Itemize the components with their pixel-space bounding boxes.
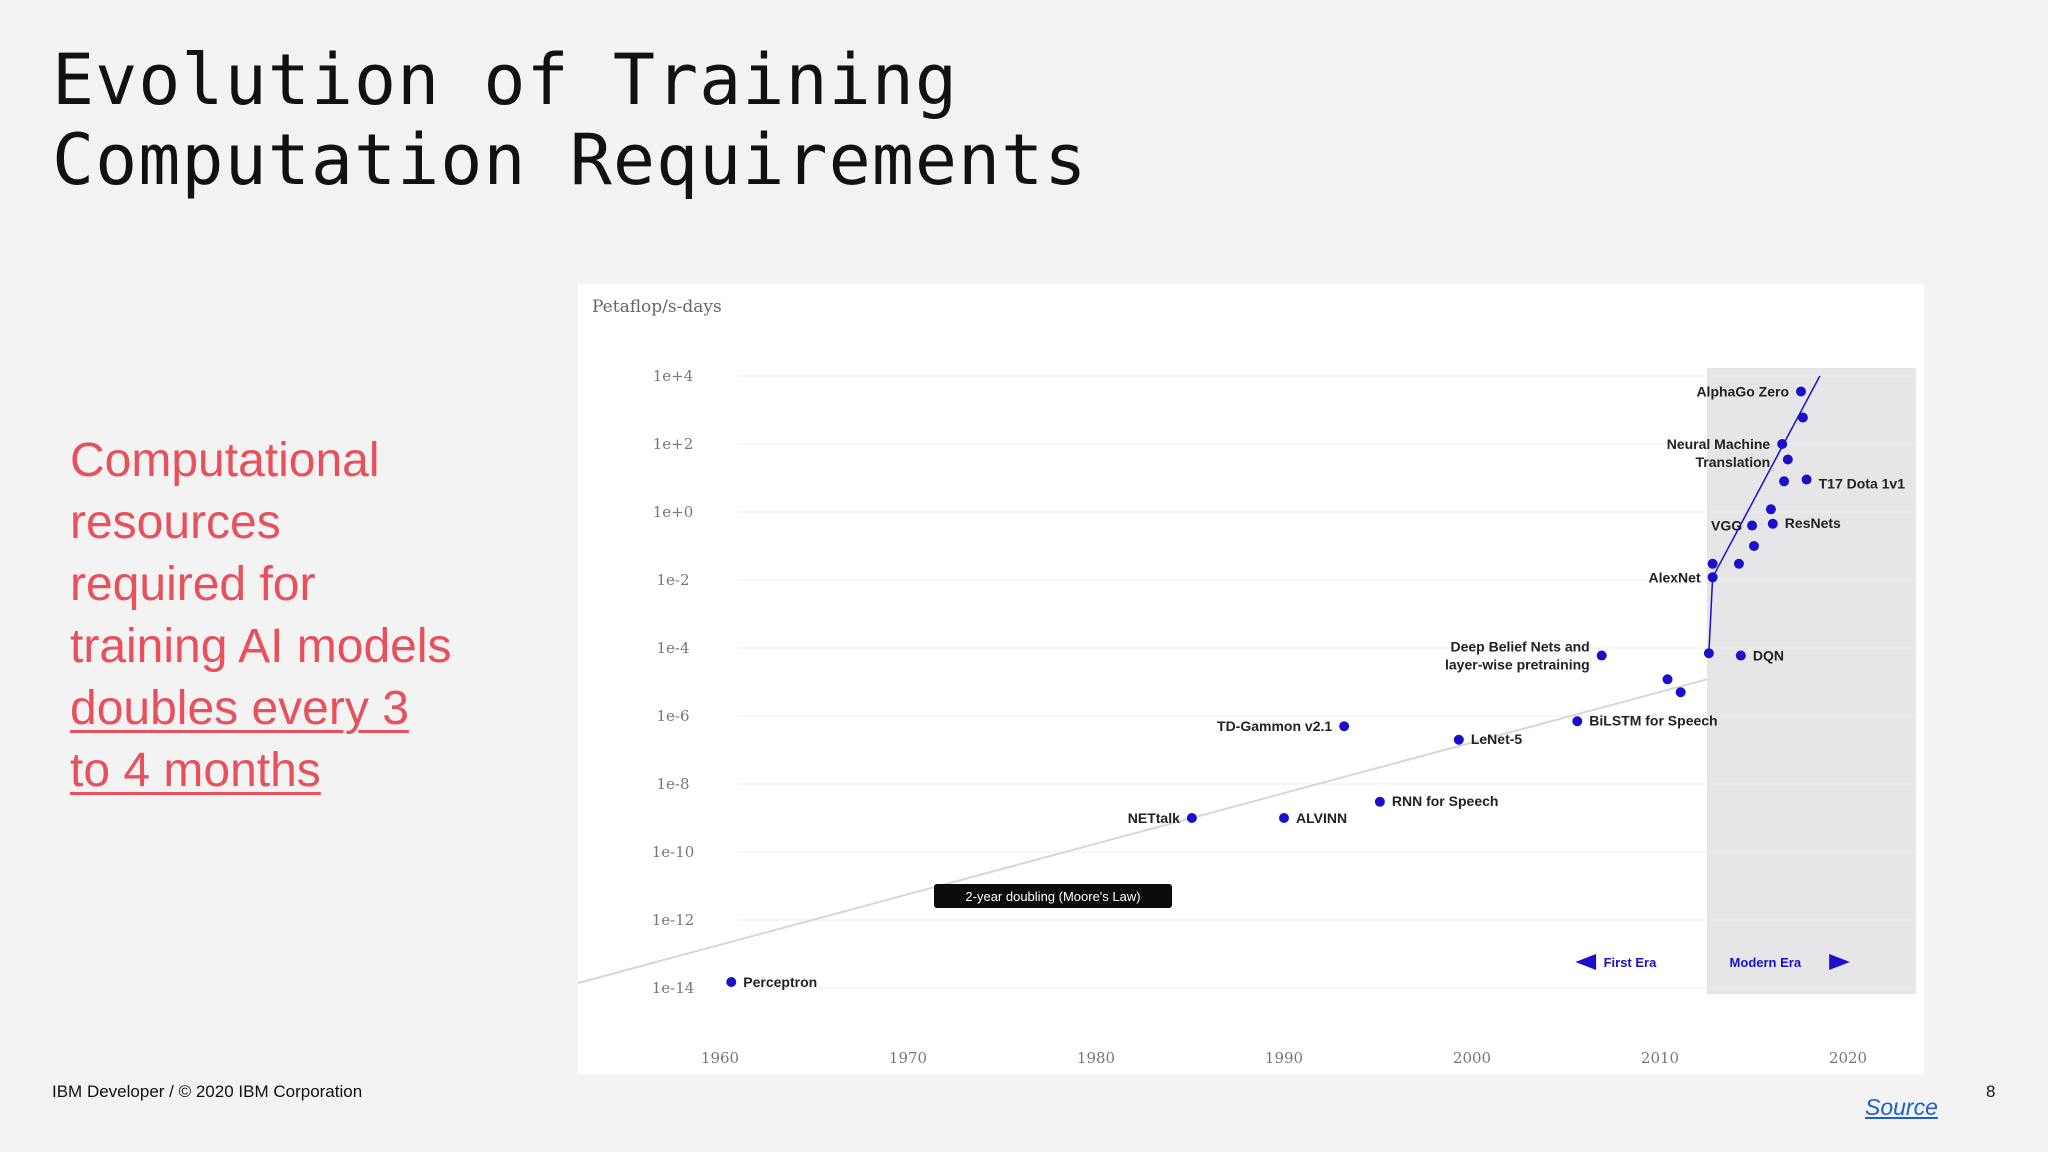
x-tick-label: 2010 [1641,1049,1679,1067]
data-point [1765,504,1776,515]
data-point [1707,572,1718,583]
x-tick-label: 2000 [1453,1049,1491,1067]
y-axis-label: Petaflop/s-days [592,297,722,317]
data-label: TD-Gammon v2.1 [1217,718,1332,734]
footer-copyright: IBM Developer / © 2020 IBM Corporation [52,1082,363,1101]
data-label: LeNet-5 [1471,731,1523,747]
x-tick-label: 1970 [889,1049,927,1067]
data-label: Perceptron [743,974,817,990]
data-point [1707,558,1718,569]
first-era-label: First Era [1604,955,1658,970]
data-point [1749,541,1759,551]
data-label: ResNets [1785,515,1841,531]
modern-era-label: Modern Era [1730,955,1802,970]
slide-title-line-2: Computation Requirements [52,119,1088,201]
callout-line: training AI models [70,620,452,673]
y-tick-label: 1e+4 [653,367,694,385]
data-label: RNN for Speech [1392,793,1499,809]
data-point [1662,674,1673,685]
callout-line: Computational [70,434,380,487]
callout-text: Computational resources required for tra… [70,430,490,802]
data-label: T17 Dota 1v1 [1819,476,1906,492]
data-point [726,977,737,988]
compute-chart: Petaflop/s-days 1e+4 1e+2 1e+0 1e-2 1e-4 1e-6 1… [578,284,1924,1074]
data-point [1782,454,1793,465]
data-label: VGG [1711,518,1742,534]
data-label: Deep Belief Nets and layer-wise pretraini… [1445,639,1590,673]
data-point [1279,813,1289,823]
x-tick-label: 1960 [701,1049,739,1067]
modern-era-arrow-icon [1829,954,1850,970]
slide-title: Evolution of Training Computation Requir… [52,40,1087,200]
page-number: 8 [1986,1082,1996,1101]
data-point [1797,412,1808,423]
y-tick-label: 1e-8 [656,775,689,793]
x-tick-label: 1990 [1265,1049,1303,1067]
data-label-line: Neural Machine [1667,436,1771,452]
y-tick-label: 1e-14 [652,979,695,997]
callout-line: required for [70,558,316,611]
moores-law-label: 2-year doubling (Moore's Law) [965,889,1140,904]
callout-link-line[interactable]: doubles every 3 [70,682,409,735]
x-tick-label: 2020 [1829,1049,1867,1067]
data-point [1596,650,1607,661]
moores-law-box [934,884,1172,908]
data-label: Neural Machine Translation [1667,436,1771,470]
data-point [1801,474,1812,485]
slide-title-line-1: Evolution of Training [52,39,959,121]
data-label: ALVINN [1296,810,1347,826]
data-point [1735,650,1746,661]
y-tick-label: 1e-2 [656,571,689,589]
x-tick-label: 1980 [1077,1049,1115,1067]
data-point [1767,518,1778,529]
data-label-line: layer-wise pretraining [1445,657,1590,673]
data-label: BiLSTM for Speech [1589,712,1717,728]
y-tick-label: 1e+0 [653,503,694,521]
data-point [1339,721,1350,732]
data-point [1703,648,1714,659]
data-point [1733,558,1744,569]
data-label: AlexNet [1648,569,1700,585]
data-label-line: Deep Belief Nets and [1450,639,1589,655]
y-tick-label: 1e-10 [652,843,695,861]
callout-line: resources [70,496,281,549]
y-tick-label: 1e-6 [656,707,689,725]
data-point [1779,476,1790,487]
data-label-line: Translation [1696,454,1771,470]
data-point [1796,386,1806,397]
data-point [1453,734,1464,745]
data-point [1374,796,1385,807]
first-era-arrow-icon [1575,954,1597,970]
y-tick-label: 1e-4 [656,639,689,657]
data-label: NETtalk [1128,810,1180,826]
modern-era-region [1707,368,1916,994]
data-point [1747,520,1758,531]
callout-link-line[interactable]: to 4 months [70,744,321,797]
y-tick-label: 1e+2 [653,435,694,453]
data-label: DQN [1753,648,1784,664]
data-point [1777,439,1788,449]
moores-law-trend-line [578,678,1708,985]
data-label: AlphaGo Zero [1696,384,1789,400]
chart-canvas: Petaflop/s-days 1e+4 1e+2 1e+0 1e-2 1e-4 1e-6 1… [578,297,1916,1067]
source-link[interactable]: Source [1865,1094,1938,1120]
data-point [1186,813,1197,823]
y-tick-label: 1e-12 [652,911,695,929]
data-point [1675,687,1686,698]
data-point [1572,716,1583,727]
